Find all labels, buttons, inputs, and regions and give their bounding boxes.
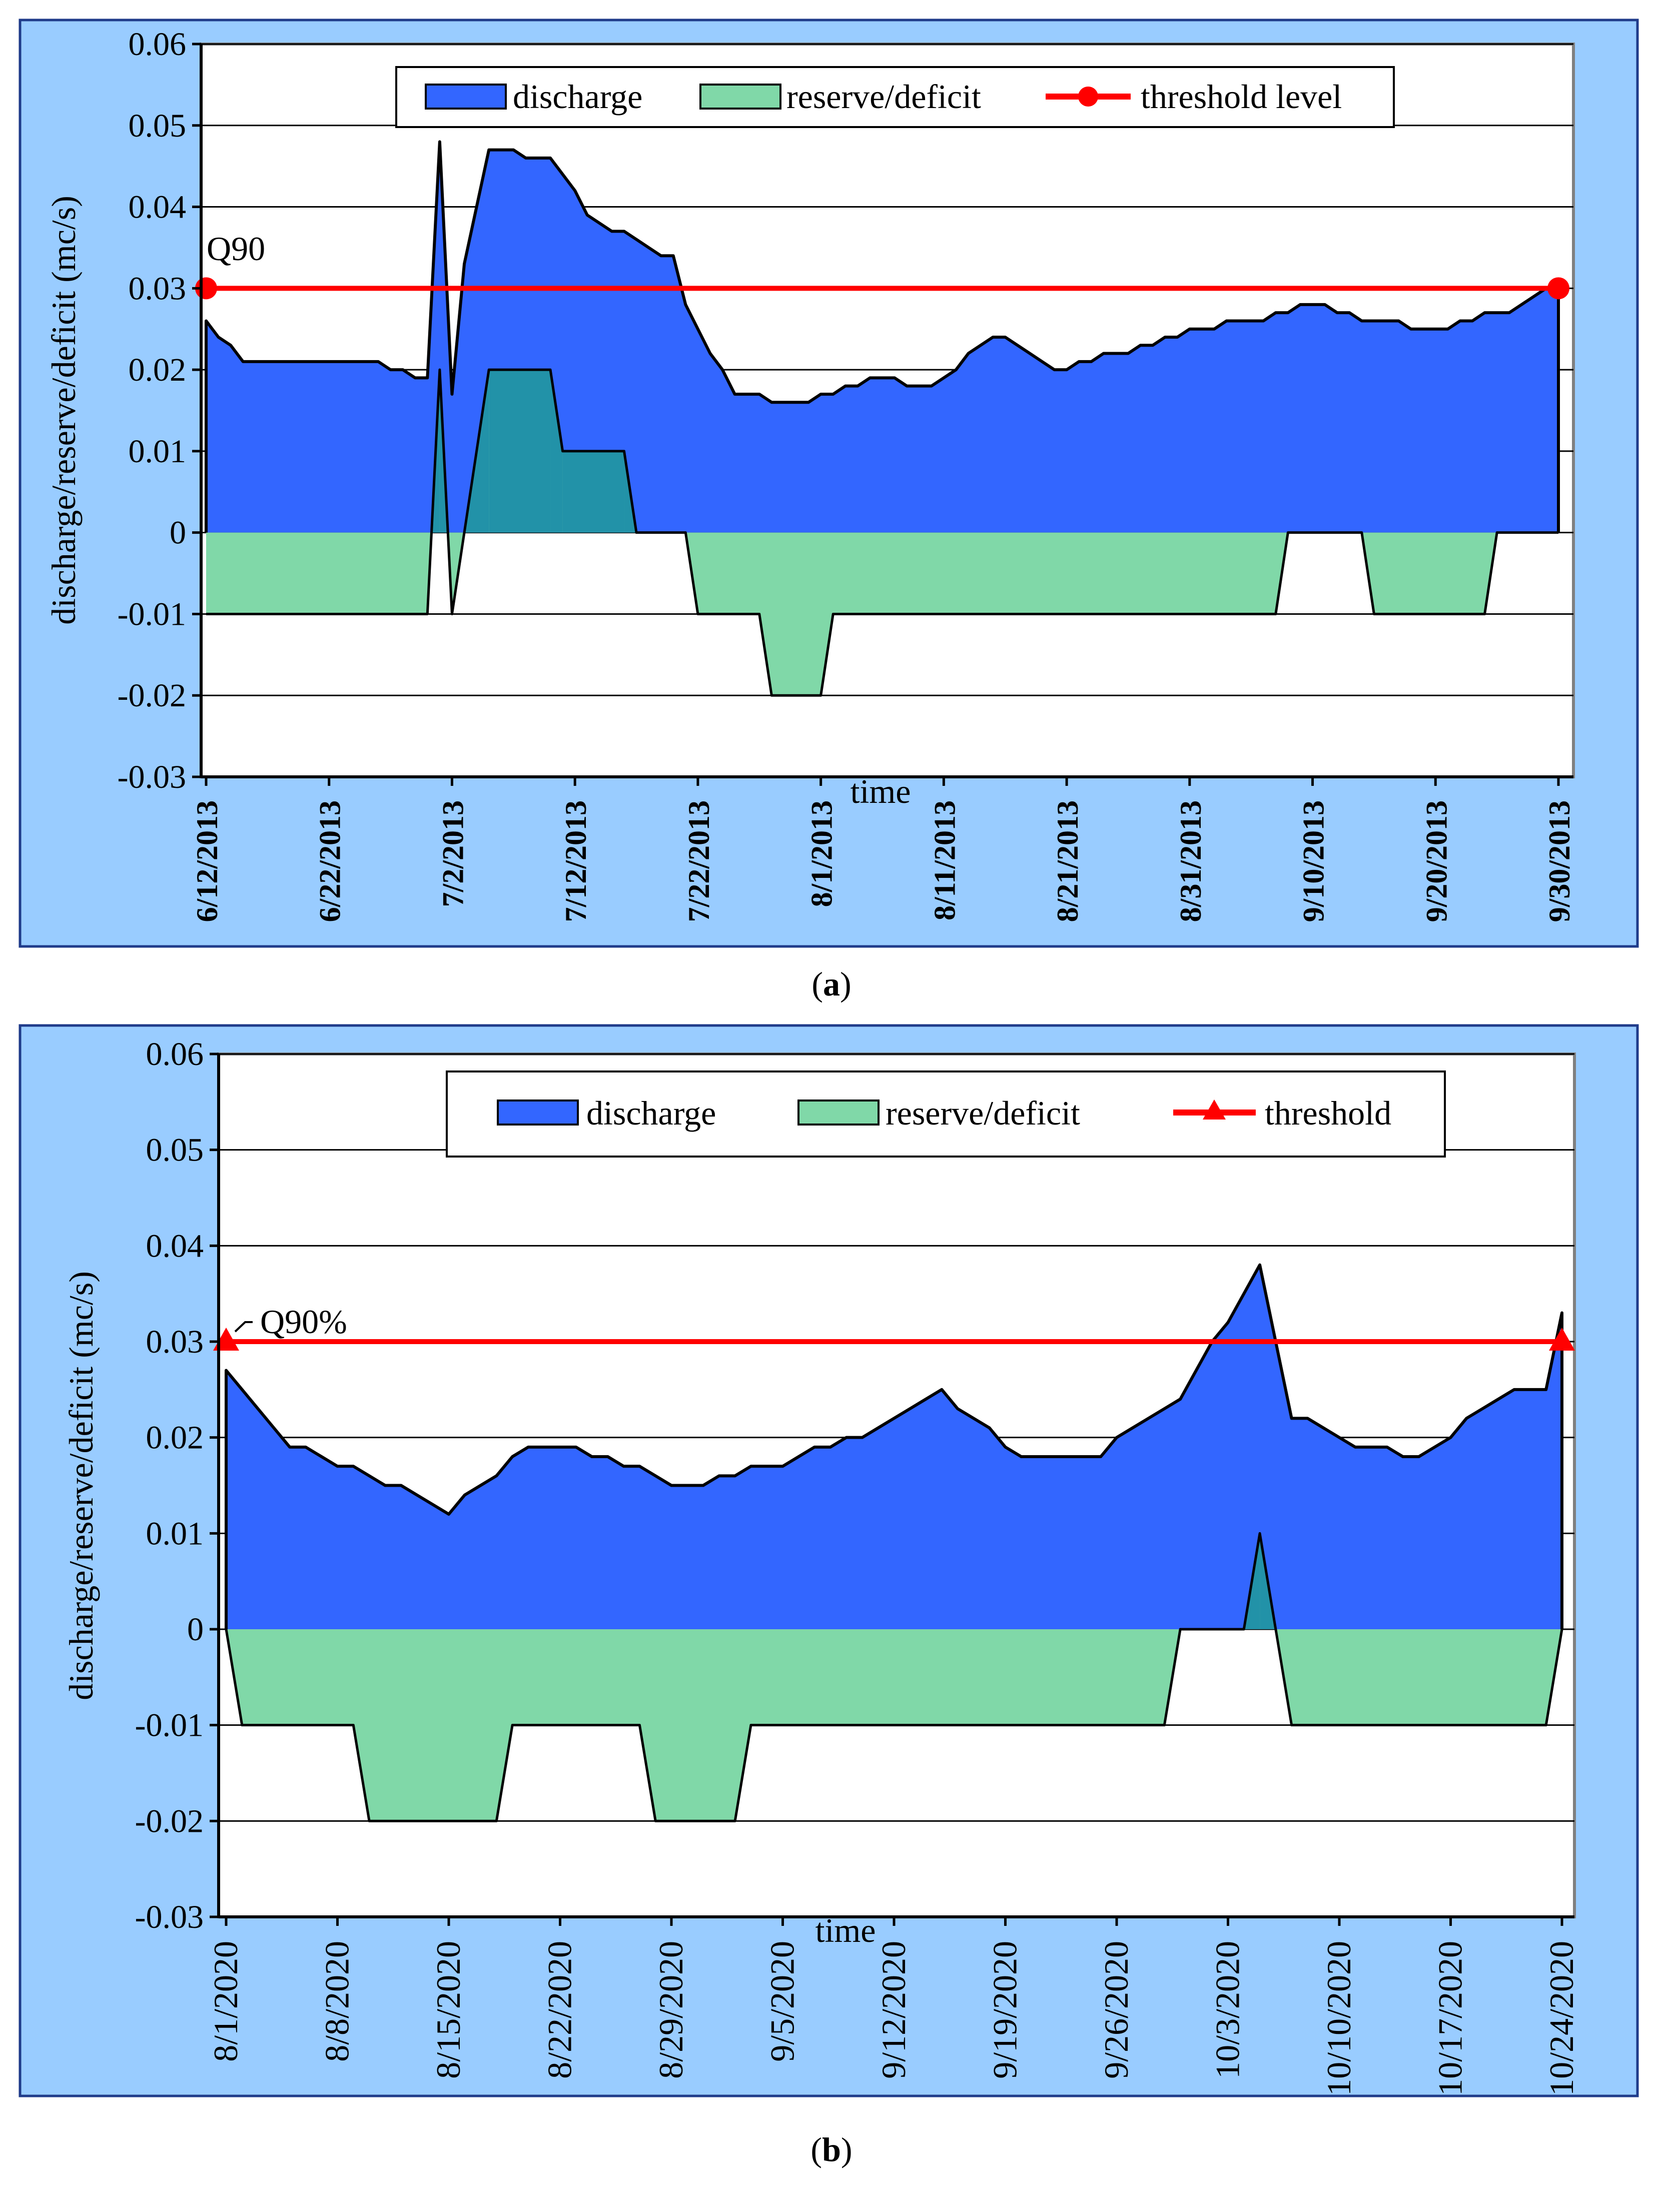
panel-b-y-tick-label: -0.02 (135, 1803, 204, 1839)
panel-a-reserve-overlap-area (562, 451, 624, 533)
panel-a-threshold-annotation: Q90 (207, 230, 265, 268)
panel-b-legend-swatch-discharge (497, 1099, 579, 1126)
panel-a-x-tick-label: 7/12/2013 (559, 800, 592, 922)
panel-b-x-tick-label: 9/26/2020 (1097, 1941, 1135, 2079)
panel-a-x-tick-label: 6/22/2013 (314, 800, 347, 922)
panel-b-threshold-annotation: Q90% (260, 1303, 347, 1341)
panel-a-y-tick-label: 0.06 (129, 26, 187, 63)
panel-a-reserve-overlap-area (489, 370, 551, 533)
panel-a-y-label: discharge/reserve/deficit (mc/s) (45, 196, 83, 625)
panel-b-legend-box (446, 1070, 1446, 1158)
panel-b-discharge-area (226, 1265, 1562, 1629)
panel-b-legend-label-reserve: reserve/deficit (886, 1094, 1080, 1132)
panel-b-reserve-deficit-area (226, 1533, 1562, 1821)
panel-a-x-tick-label: 9/10/2013 (1297, 800, 1330, 922)
panel-a-caption: (a) (811, 965, 851, 1003)
panel-b-x-tick-label: 9/12/2020 (875, 1941, 913, 2079)
panel-b-y-tick-label: 0.06 (146, 1036, 204, 1072)
panel-a-y-tick-label: 0 (170, 515, 186, 551)
panel-a-y-tick-label: 0.01 (129, 433, 187, 470)
panel-b-x-tick-label: 8/29/2020 (652, 1941, 690, 2079)
panel-a-legend-swatch-reserve (699, 84, 781, 110)
panel-a-areas (205, 140, 1560, 697)
panel-b-legend: discharge reserve/deficit threshold (446, 1070, 1446, 1158)
panel-b-y-tick-label: -0.03 (135, 1899, 204, 1935)
panel-a-legend-label-threshold: threshold level (1141, 78, 1342, 116)
panel-a-x-tick-label: 7/2/2013 (436, 800, 469, 907)
panel-b-x-tick-label: 8/15/2020 (429, 1941, 467, 2079)
panel-b-x-tick-label: 8/8/2020 (318, 1941, 356, 2062)
panel-b-x-tick-label: 10/24/2020 (1542, 1941, 1580, 2096)
panel-a-x-tick-label: 6/12/2013 (191, 800, 224, 922)
panel-b-x-ticks: 8/1/2020 8/8/2020 8/15/2020 8/22/2020 8/29/2… (207, 1917, 1580, 2096)
panel-b-x-tick-label: 10/10/2020 (1320, 1941, 1358, 2096)
panel-b-areas (225, 1263, 1563, 1822)
panel-a-legend-swatch-discharge (425, 84, 507, 110)
panel-a-legend-marker-threshold (1078, 87, 1098, 107)
panel-b-legend-label-discharge: discharge (586, 1094, 716, 1132)
panel-a-y-tick-label: 0.02 (129, 352, 187, 388)
panel-b-y-label: discharge/reserve/deficit (mc/s) (62, 1271, 100, 1700)
panel-a-reserve-overlap-area (427, 370, 440, 533)
panel-b-x-tick-label: 9/5/2020 (763, 1941, 801, 2062)
panel-a-x-label: time (851, 772, 911, 810)
panel-b-legend-swatch-reserve (797, 1099, 880, 1126)
panel-b-y-tick-label: 0.04 (146, 1228, 204, 1264)
panel-b-y-tick-label: 0.01 (146, 1515, 204, 1552)
panel-b-x-tick-label: 8/1/2020 (207, 1941, 245, 2062)
panel-b-y-ticks: 0.06 0.05 0.04 0.03 0.02 0.01 0 -0.01 -0.02 -0.03 (135, 1036, 219, 1935)
panel-a-threshold-marker (1547, 277, 1569, 300)
panel-a-x-ticks: 6/12/2013 6/22/2013 7/2/2013 7/12/2013 7/22/… (191, 777, 1576, 922)
panel-a-x-tick-label: 8/1/2013 (805, 800, 839, 907)
panel-a-y-tick-label: 0.04 (129, 189, 187, 226)
panel-b-x-tick-label: 10/3/2020 (1209, 1941, 1247, 2079)
panel-a-x-tick-label: 7/22/2013 (682, 800, 715, 922)
panel-b-y-tick-label: 0 (187, 1611, 204, 1648)
panel-a-x-tick-label: 8/11/2013 (928, 800, 961, 920)
panel-a-y-tick-label: 0.05 (129, 108, 187, 144)
panel-b-reserve-deficit-line (225, 1532, 1563, 1822)
panel-b-legend-label-threshold: threshold (1265, 1094, 1391, 1132)
panel-a-y-tick-label: -0.02 (118, 677, 186, 714)
panel-b-y-tick-label: 0.05 (146, 1132, 204, 1169)
panel-a-legend-label-reserve: reserve/deficit (786, 78, 981, 116)
panel-a-legend-box (395, 66, 1395, 128)
panel-b-x-label: time (815, 1911, 876, 1949)
panel-a-caption-letter: a (823, 965, 840, 1003)
panel-a-x-tick-label: 9/30/2013 (1543, 800, 1576, 922)
panel-a-discharge-line (205, 140, 1560, 533)
panel-a-reserve-deficit-line (206, 368, 1558, 697)
panel-a-y-tick-label: 0.03 (129, 270, 187, 307)
panel-a-legend: discharge reserve/deficit threshold leve… (395, 66, 1395, 128)
panel-b-discharge-line (225, 1263, 1563, 1629)
panel-a-threshold (195, 277, 1569, 300)
panel-a-y-tick-label: -0.03 (118, 759, 186, 795)
panel-b-y-tick-label: -0.01 (135, 1707, 204, 1744)
panel-b-y-tick-label: 0.03 (146, 1324, 204, 1360)
panel-b-x-tick-label: 10/17/2020 (1431, 1941, 1469, 2096)
panel-b-caption-letter: b (822, 2130, 841, 2168)
panel-a-x-tick-label: 8/31/2013 (1174, 800, 1207, 922)
panel-a-x-tick-label: 9/20/2013 (1420, 800, 1453, 922)
panel-a-legend-label-discharge: discharge (513, 78, 642, 116)
panel-a: 0.06 0.05 0.04 0.03 0.02 0.01 0 -0.01 -0.02 -0.03… (19, 19, 1639, 1003)
panel-a-x-tick-label: 8/21/2013 (1051, 800, 1084, 922)
panel-b-annotation-leader (234, 1321, 253, 1333)
panel-a-reserve-overlap-area (550, 370, 563, 533)
panel-b-y-tick-label: 0.02 (146, 1420, 204, 1456)
panel-a-y-ticks: 0.06 0.05 0.04 0.03 0.02 0.01 0 -0.01 -0.02 -0.03 (118, 26, 201, 795)
panel-b: 0.06 0.05 0.04 0.03 0.02 0.01 0 -0.01 -0.02 -0.03… (19, 1024, 1639, 2168)
panel-b-x-tick-label: 8/22/2020 (541, 1941, 579, 2079)
panel-b-threshold-marker (1549, 1328, 1575, 1351)
panel-a-y-tick-label: -0.01 (118, 596, 186, 632)
panel-b-x-tick-label: 9/19/2020 (986, 1941, 1024, 2079)
panel-b-caption: (b) (810, 2130, 852, 2168)
panel-a-reserve-overlap-area (439, 370, 452, 533)
panel-b-legend-marker-threshold (1203, 1099, 1226, 1120)
